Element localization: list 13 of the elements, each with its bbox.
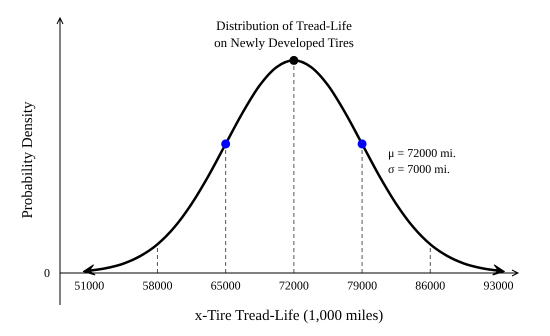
y-axis-title: Probability Density bbox=[20, 100, 36, 219]
x-tick-label: 79000 bbox=[347, 278, 378, 293]
x-tick-label: 51000 bbox=[74, 278, 104, 293]
text: 0 bbox=[44, 266, 50, 280]
x-tick-label: 86000 bbox=[415, 278, 446, 293]
x-tick-label: 65000 bbox=[210, 278, 241, 293]
x-axis-title: x-Tire Tread-Life (1,000 miles) bbox=[194, 308, 384, 324]
x-tick-label: 72000 bbox=[278, 278, 309, 293]
annotation: μ = 72000 mi. bbox=[388, 146, 456, 160]
annotation: σ = 7000 mi. bbox=[388, 162, 450, 176]
x-tick-label: 58000 bbox=[142, 278, 172, 293]
chart-title: Distribution of Tread-Life on Newly Developed Tires bbox=[214, 18, 354, 50]
x-tick-label: 93000 bbox=[484, 278, 514, 293]
